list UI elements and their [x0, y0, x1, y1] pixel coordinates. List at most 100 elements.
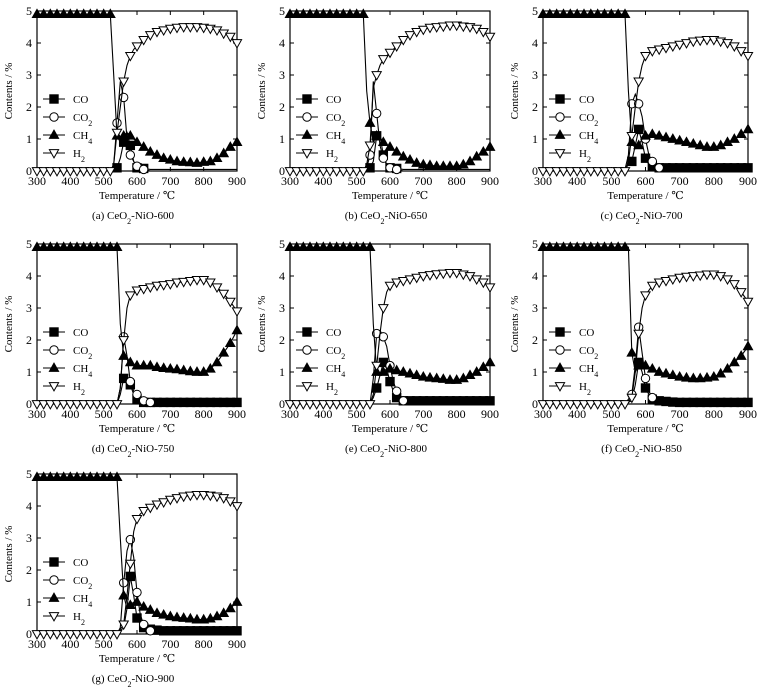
legend-label: CH4: [73, 130, 92, 146]
data-point-triangle-up-filled: [599, 241, 610, 252]
data-point-triangle-up-filled: [111, 471, 123, 482]
x-tick-label: 300: [281, 407, 299, 421]
y-tick-label: 1: [279, 365, 285, 379]
data-point-triangle-up-filled: [735, 128, 747, 139]
data-point-triangle-down-open: [484, 283, 496, 294]
data-point-triangle-up-filled: [564, 8, 576, 19]
y-axis-label: Contents / %: [509, 63, 521, 120]
data-point-triangle-down-open: [674, 273, 686, 284]
data-point-triangle-up-filled: [592, 241, 604, 252]
data-point-triangle-down-open: [612, 167, 624, 177]
data-point-triangle-down-open: [424, 271, 436, 281]
data-point-triangle-up-filled: [131, 596, 143, 606]
data-point-triangle-down-open: [178, 492, 190, 503]
data-point-circle-open: [633, 99, 644, 109]
legend-marker: [554, 382, 566, 392]
data-point-triangle-up-filled: [184, 612, 196, 623]
data-point-triangle-up-filled: [619, 8, 631, 19]
data-point-triangle-down-open: [51, 167, 63, 177]
x-tick-label: 600: [128, 637, 146, 651]
y-tick-label: 1: [532, 132, 538, 146]
x-tick-label: 800: [195, 637, 213, 651]
y-tick-label: 2: [279, 100, 285, 114]
data-point-triangle-up-filled: [417, 158, 429, 169]
data-point-triangle-up-filled: [537, 8, 549, 19]
data-point-circle-open: [654, 163, 664, 173]
data-point-triangle-down-open: [571, 400, 583, 410]
data-point-triangle-down-open: [297, 400, 309, 410]
data-point-triangle-down-open: [84, 400, 96, 410]
data-point-triangle-down-open: [44, 400, 56, 410]
data-point-triangle-down-open: [391, 42, 403, 53]
data-point-triangle-down-open: [224, 32, 236, 43]
panel-caption: (d) CeO2-NiO-750: [92, 443, 175, 459]
x-tick-label: 900: [228, 174, 246, 188]
chart-panel-1: 300 400 500 600 700 800 900 0 1 2 3 4 5 Temperature /…: [3, 4, 246, 226]
x-tick-label: 300: [534, 407, 552, 421]
y-tick-label: 5: [279, 4, 285, 18]
data-point-triangle-up-filled: [204, 362, 216, 373]
y-tick-label: 1: [26, 365, 32, 379]
legend-label: CH4: [579, 130, 598, 146]
legend-marker: [48, 382, 60, 392]
y-tick-label: 4: [26, 499, 32, 513]
data-point-triangle-down-open: [687, 37, 699, 48]
data-point-triangle-up-filled: [171, 155, 183, 166]
data-point-triangle-down-open: [231, 39, 243, 49]
y-tick-label: 4: [279, 269, 285, 283]
data-point-triangle-up-filled: [357, 8, 369, 19]
data-point-triangle-up-filled: [178, 612, 190, 622]
data-point-triangle-down-open: [64, 630, 76, 640]
data-point-triangle-down-open: [91, 400, 103, 410]
data-point-triangle-up-filled: [391, 364, 403, 375]
y-tick-label: 5: [532, 4, 538, 18]
data-point-triangle-up-filled: [218, 607, 230, 618]
data-point-triangle-up-filled: [224, 602, 236, 613]
data-point-triangle-down-open: [291, 400, 303, 410]
y-tick-label: 3: [26, 68, 32, 82]
data-point-triangle-up-filled: [98, 8, 110, 19]
data-point-triangle-up-filled: [231, 324, 243, 335]
legend-label: CO2: [579, 112, 598, 128]
data-point-triangle-up-filled: [477, 361, 489, 372]
data-point-triangle-up-filled: [78, 471, 90, 482]
data-point-circle-open: [647, 156, 658, 167]
data-point-triangle-up-filled: [571, 241, 583, 252]
data-point-triangle-down-open: [31, 400, 43, 410]
data-point-triangle-down-open: [131, 514, 143, 525]
data-point-triangle-down-open: [424, 23, 436, 34]
legend-label: CO2: [73, 345, 92, 361]
data-point-circle-open: [640, 373, 651, 384]
series-line-triangle-up-filled: [543, 13, 749, 150]
panel-caption: (f) CeO2-NiO-850: [601, 443, 682, 459]
data-point-triangle-down-open: [291, 167, 303, 177]
data-point-triangle-down-open: [51, 630, 63, 640]
data-point-triangle-up-filled: [411, 369, 423, 380]
legend-label: H2: [73, 148, 85, 164]
data-point-triangle-down-open: [98, 630, 110, 640]
chart-panel-3: 300 400 500 600 700 800 900 0 1 2 3 4 5 Temperature /…: [509, 4, 757, 226]
data-point-triangle-down-open: [391, 278, 403, 289]
data-point-triangle-up-filled: [131, 136, 143, 147]
data-point-triangle-up-filled: [178, 364, 190, 375]
chart-panel-5: 300 400 500 600 700 800 900 0 1 2 3 4 5 Temperature /…: [256, 237, 499, 459]
data-point-triangle-down-open: [38, 400, 50, 410]
data-point-triangle-up-filled: [364, 241, 376, 252]
data-point-triangle-up-filled: [424, 371, 436, 382]
data-point-triangle-up-filled: [444, 374, 456, 384]
data-point-triangle-down-open: [431, 270, 443, 280]
data-point-triangle-down-open: [605, 400, 617, 410]
data-point-triangle-down-open: [44, 630, 56, 640]
data-point-triangle-up-filled: [477, 145, 489, 156]
data-point-triangle-up-filled: [224, 141, 236, 151]
data-point-triangle-up-filled: [571, 8, 583, 19]
data-point-triangle-down-open: [31, 630, 43, 640]
data-point-triangle-down-open: [371, 361, 383, 372]
data-point-triangle-up-filled: [151, 149, 163, 159]
data-point-triangle-up-filled: [98, 241, 110, 252]
legend-label: H2: [73, 611, 85, 627]
data-point-triangle-up-filled: [728, 356, 740, 367]
legend-label: H2: [326, 381, 338, 397]
data-point-triangle-down-open: [158, 281, 170, 291]
data-point-triangle-down-open: [633, 77, 645, 88]
